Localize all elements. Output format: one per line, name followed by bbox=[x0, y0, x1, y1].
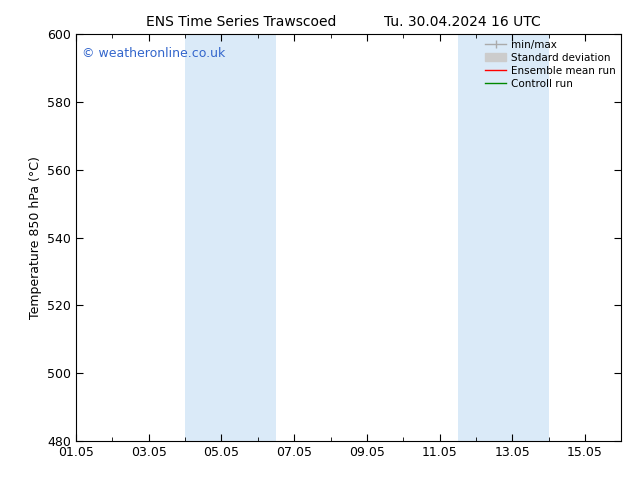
Y-axis label: Temperature 850 hPa (°C): Temperature 850 hPa (°C) bbox=[29, 156, 42, 319]
Text: © weatheronline.co.uk: © weatheronline.co.uk bbox=[82, 47, 225, 59]
Text: ENS Time Series Trawscoed: ENS Time Series Trawscoed bbox=[146, 15, 336, 29]
Legend: min/max, Standard deviation, Ensemble mean run, Controll run: min/max, Standard deviation, Ensemble me… bbox=[485, 40, 616, 89]
Bar bbox=[458, 34, 548, 441]
Bar bbox=[185, 34, 276, 441]
Text: Tu. 30.04.2024 16 UTC: Tu. 30.04.2024 16 UTC bbox=[384, 15, 541, 29]
